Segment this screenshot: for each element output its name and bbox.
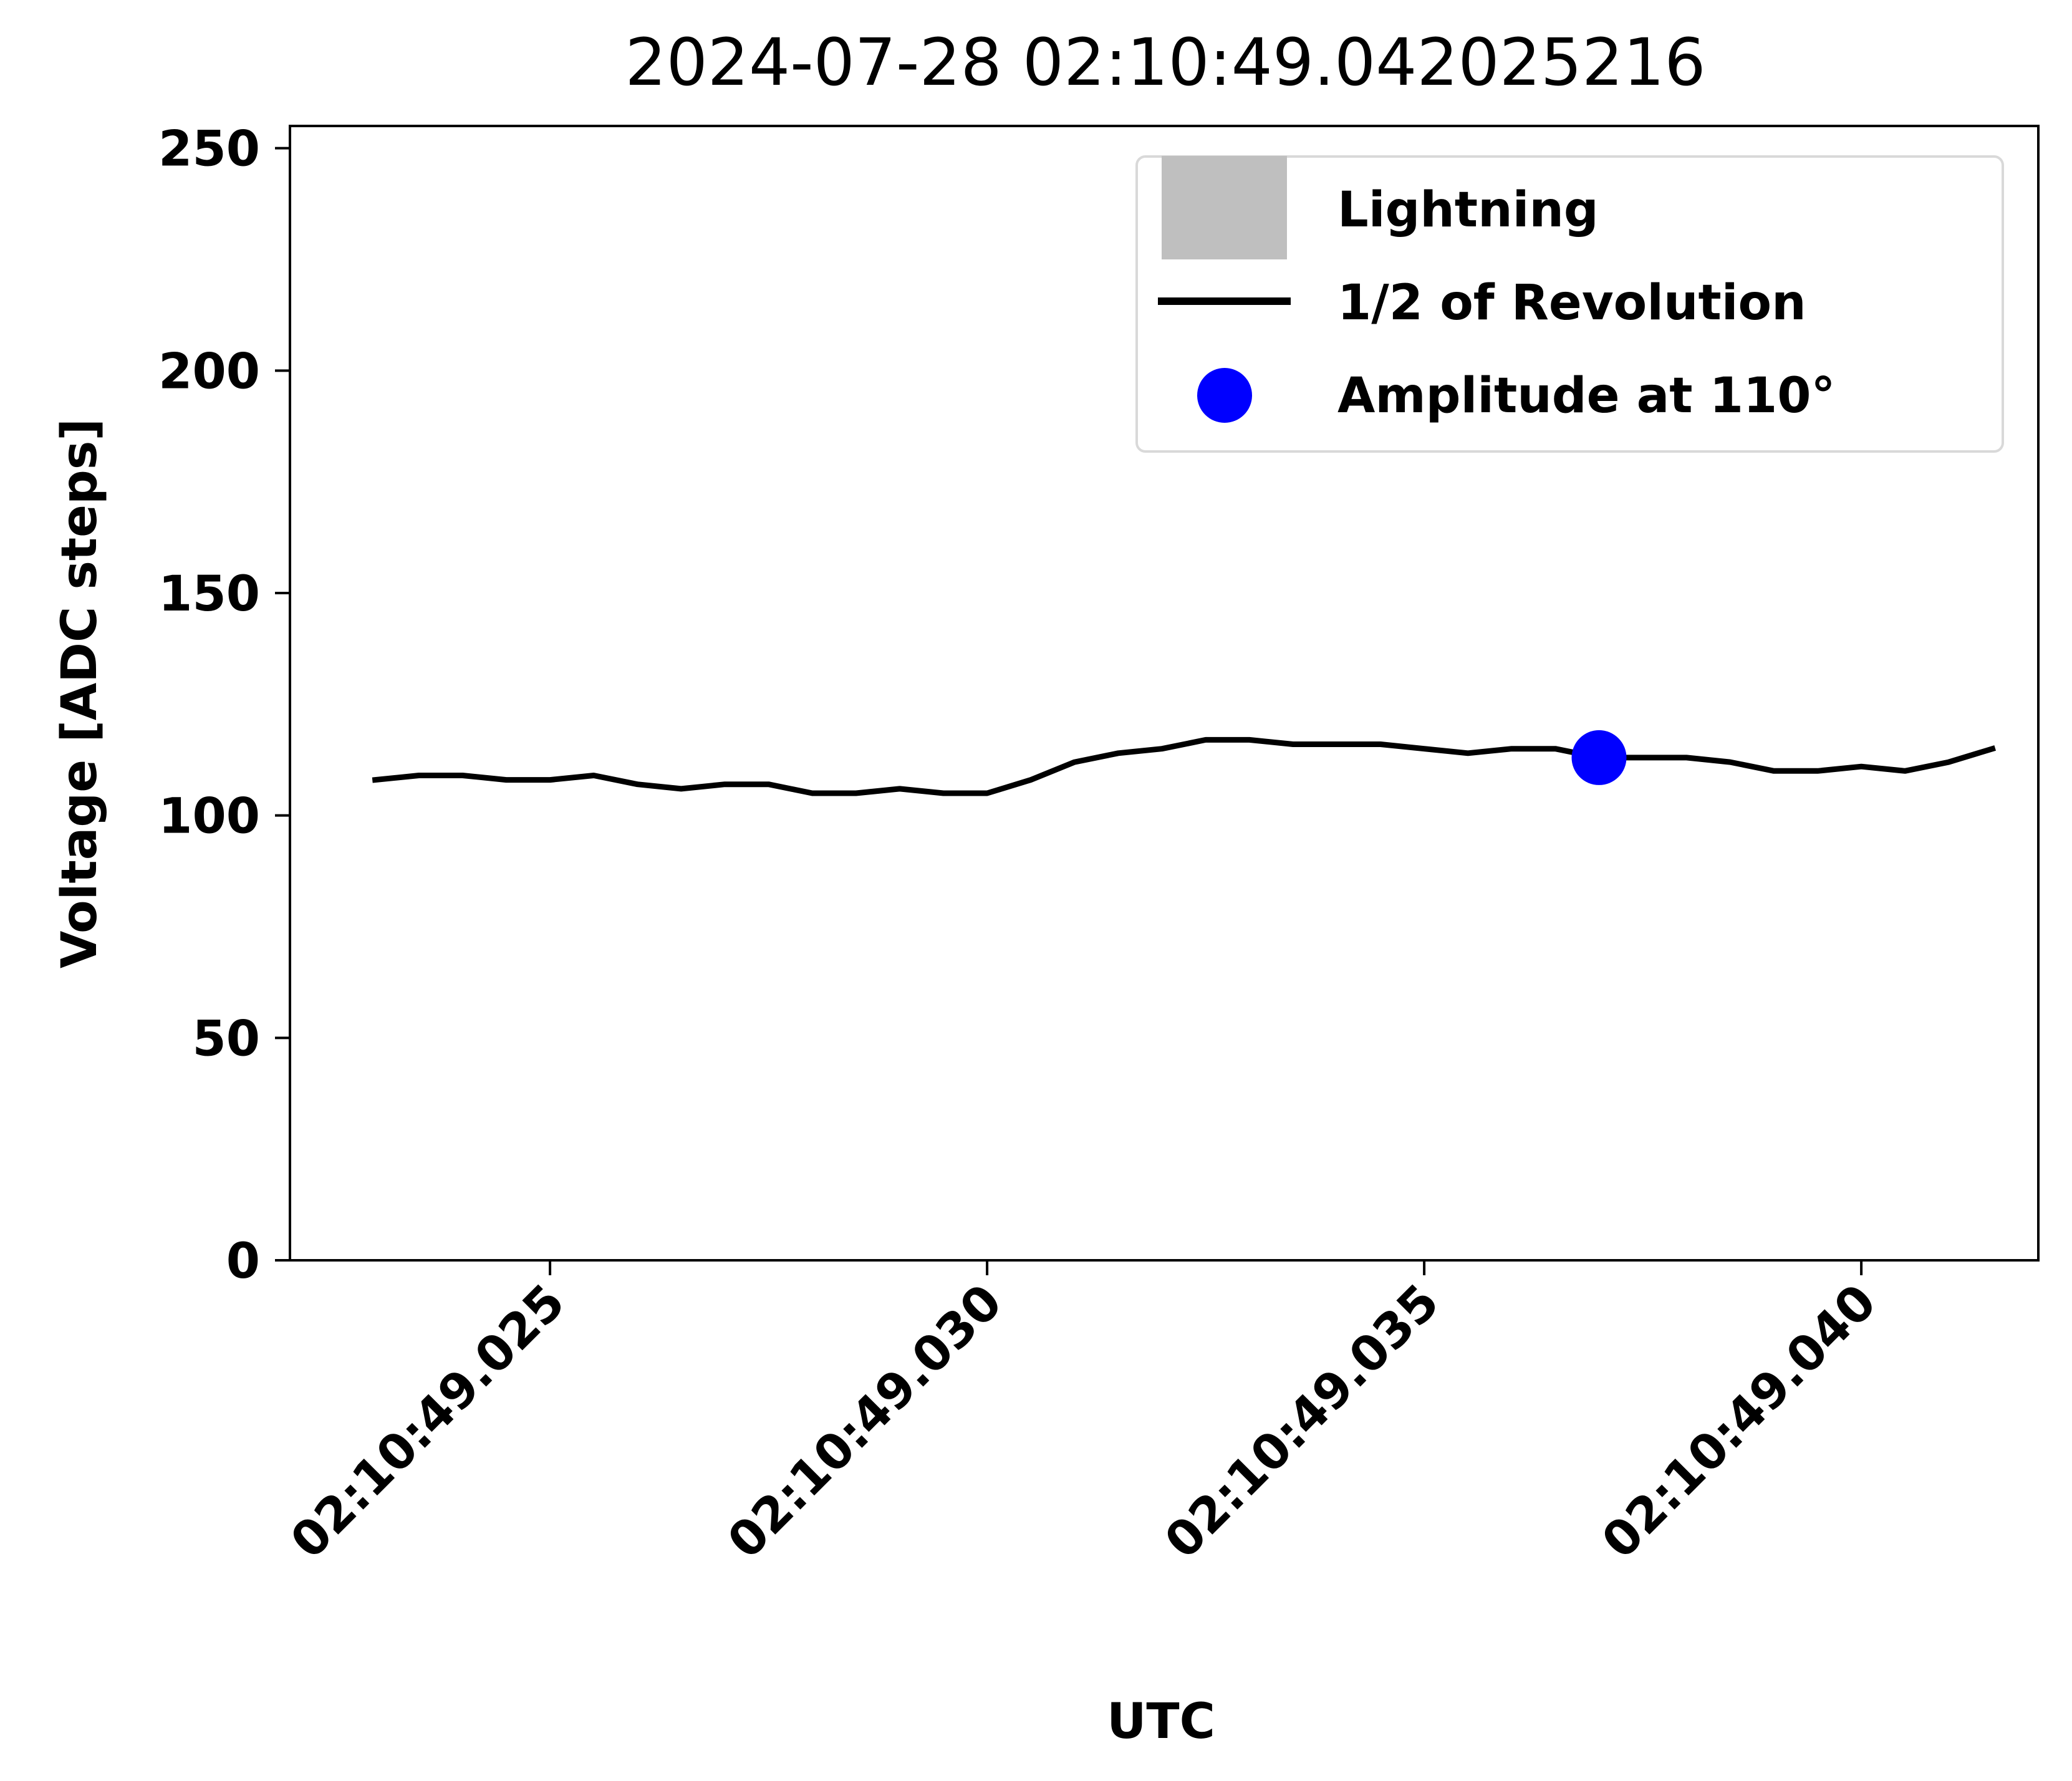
legend-label-lightning: Lightning: [1337, 182, 1599, 238]
plot-frame: [289, 125, 2040, 1262]
x-axis-label: UTC: [1107, 1694, 1215, 1750]
legend-lightning-swatch: [1162, 156, 1287, 259]
series-layer: [372, 730, 1997, 796]
legend-amplitude-swatch: [1197, 368, 1252, 423]
legend-label-revolution: 1/2 of Revolution: [1337, 275, 1806, 331]
legend-label-amplitude: Amplitude at 110°: [1337, 368, 1836, 424]
x-tick-label: 02:10:49.035: [1154, 1274, 1450, 1570]
y-tick-label: 150: [158, 566, 260, 622]
legend: Lightning 1/2 of Revolution Amplitude at…: [1135, 155, 2004, 453]
x-tick-label: 02:10:49.040: [1591, 1274, 1887, 1570]
y-axis-label: Voltage [ADC steps]: [52, 418, 108, 968]
x-tick-label: 02:10:49.025: [280, 1274, 576, 1570]
y-tick-label: 200: [158, 344, 260, 400]
y-tick-label: 250: [158, 122, 260, 178]
revolution-line: [372, 736, 1997, 796]
y-axis: 0 50 100 150 200 250: [158, 122, 290, 1290]
legend-box: [1135, 155, 2004, 453]
x-axis: 02:10:49.025 02:10:49.030 02:10:49.035 02:1…: [280, 1260, 1887, 1570]
y-tick-label: 100: [158, 789, 260, 845]
x-tick-label: 02:10:49.030: [717, 1274, 1013, 1570]
chart-title: 2024-07-28 02:10:49.042025216: [625, 24, 1705, 100]
amplitude-point: [1571, 730, 1627, 785]
y-tick-label: 50: [192, 1011, 260, 1067]
y-tick-label: 0: [226, 1233, 260, 1290]
